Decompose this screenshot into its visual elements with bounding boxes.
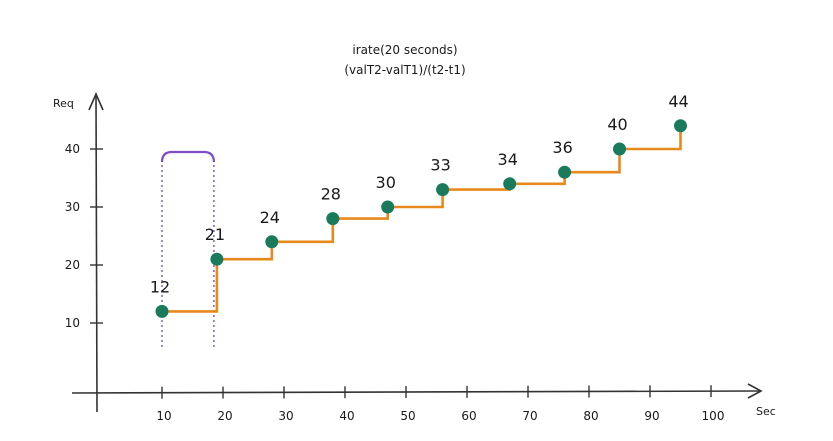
data-point [436, 183, 450, 197]
x-tick-label: 40 [339, 409, 354, 423]
window-bracket [160, 150, 215, 350]
x-tick-label: 60 [461, 409, 476, 423]
data-labels: 12 21 24 28 30 33 34 36 40 44 [150, 92, 689, 297]
data-point [155, 304, 169, 318]
x-tick-label: 80 [583, 409, 598, 423]
data-label: 28 [321, 185, 341, 204]
x-tick-label: 100 [702, 409, 725, 423]
series-line [162, 125, 682, 313]
data-point [674, 119, 687, 133]
y-tick-label: 30 [65, 200, 80, 214]
bracket-top [160, 150, 215, 163]
y-axis-label: Req [53, 97, 74, 110]
x-axis-arrow-icon [747, 383, 763, 399]
x-tick-label: 90 [644, 409, 659, 423]
x-tick-label: 30 [278, 409, 293, 423]
data-points [155, 119, 687, 318]
data-label: 12 [150, 277, 170, 296]
data-label: 33 [430, 156, 450, 175]
x-tick-label: 20 [217, 409, 232, 423]
data-point [381, 200, 395, 214]
data-label: 21 [205, 225, 225, 244]
ticks: 10 20 30 40 50 60 70 80 90 100 10 20 30 40 [65, 142, 725, 423]
data-label: 24 [260, 208, 280, 227]
data-label: 44 [668, 92, 688, 111]
axes: Req Sec [53, 92, 776, 418]
data-label: 30 [376, 173, 396, 192]
data-point [265, 235, 279, 249]
x-tick-label: 50 [400, 409, 415, 423]
data-point [210, 252, 224, 266]
chart-title: irate(20 seconds) [352, 43, 457, 57]
data-point [503, 177, 517, 191]
x-tick-label: 10 [156, 409, 171, 423]
x-axis-label: Sec [756, 405, 776, 418]
y-tick-label: 10 [65, 316, 80, 330]
data-label: 40 [607, 115, 627, 134]
data-label: 36 [552, 138, 572, 157]
x-axis [71, 390, 761, 394]
y-axis-arrow-icon [88, 92, 104, 111]
y-axis [95, 94, 98, 413]
data-label: 34 [498, 150, 518, 169]
y-tick-label: 40 [65, 142, 80, 156]
data-point [326, 212, 340, 226]
data-point [558, 165, 572, 179]
y-tick-label: 20 [65, 258, 80, 272]
data-point [613, 142, 626, 156]
chart-subtitle: (valT2-valT1)/(t2-t1) [344, 63, 465, 77]
x-tick-label: 70 [522, 409, 537, 423]
